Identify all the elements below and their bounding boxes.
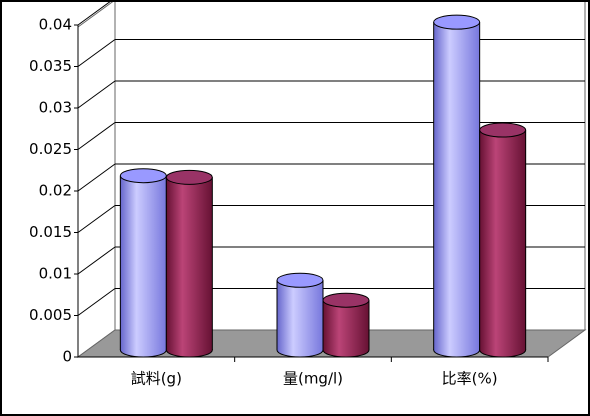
grid-line (77, 80, 116, 109)
y-tick-label: 0.02 (39, 182, 72, 200)
cylinder-top (433, 14, 481, 30)
y-tick-label: 0.025 (29, 140, 72, 158)
cylinder-top (322, 292, 370, 308)
y-tick-label: 0.03 (39, 99, 72, 117)
grid-line (77, 0, 114, 26)
bar (277, 280, 323, 350)
cylinder-top (276, 272, 324, 288)
x-tick-label: 比率(%) (442, 370, 498, 388)
y-tick-label: 0.005 (29, 306, 72, 324)
cylinder-top (119, 168, 167, 184)
x-tick-label: 量(mg/l) (283, 370, 343, 388)
x-tick-label: 試料(g) (131, 370, 182, 388)
bar (120, 175, 167, 350)
bar (323, 300, 369, 350)
bar (166, 177, 213, 350)
y-tick-label: 0.01 (39, 265, 72, 283)
cylinder-top (479, 122, 527, 138)
grid-line (77, 163, 116, 192)
grid-line (77, 122, 116, 150)
cylinder-top (165, 169, 213, 185)
grid-line (77, 288, 116, 316)
y-tick-label: 0.035 (29, 57, 72, 75)
bar (479, 130, 526, 350)
y-tick-label: 0.04 (39, 16, 72, 34)
grid-line (77, 39, 116, 67)
y-tick-label: 0.015 (29, 223, 72, 241)
y-tick-label: 0 (62, 348, 72, 366)
grid-line (77, 246, 116, 275)
grid-line (77, 205, 116, 233)
bar (433, 22, 480, 351)
